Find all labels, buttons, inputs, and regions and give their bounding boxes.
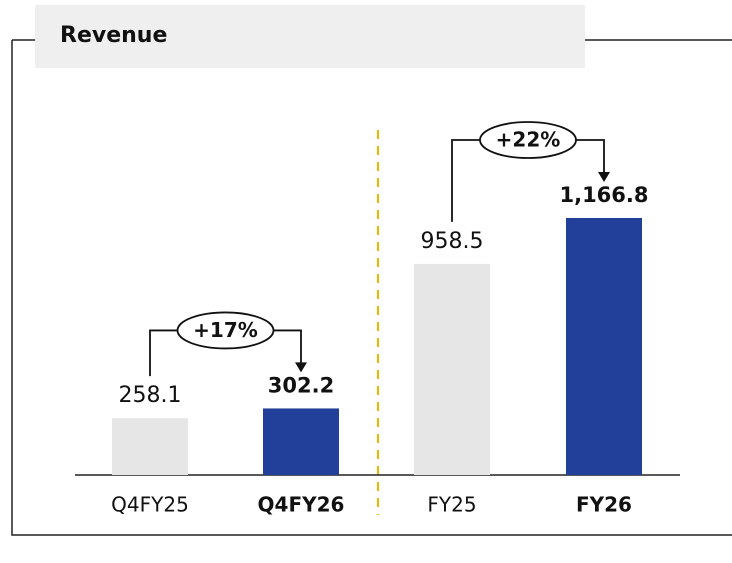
bar (414, 263, 490, 475)
chart-title: Revenue (60, 23, 167, 48)
x-tick-label: FY25 (427, 493, 476, 517)
arrow-head (598, 172, 610, 182)
bar (112, 418, 188, 475)
bar (566, 218, 642, 475)
value-label: 1,166.8 (559, 183, 648, 207)
title-box (35, 5, 585, 68)
arrow-head (295, 362, 307, 373)
growth-badge (479, 121, 577, 159)
bar (263, 408, 339, 475)
x-tick-label: Q4FY25 (111, 493, 189, 517)
growth-badge (176, 311, 275, 350)
growth-label: +17% (193, 318, 258, 342)
value-label: 302.2 (268, 373, 334, 397)
value-label: 258.1 (119, 383, 182, 408)
growth-label: +22% (496, 128, 561, 152)
value-label: 958.5 (421, 229, 484, 254)
frame (11, 39, 732, 536)
x-tick-label: Q4FY26 (258, 493, 345, 517)
x-tick-label: FY26 (576, 493, 632, 517)
